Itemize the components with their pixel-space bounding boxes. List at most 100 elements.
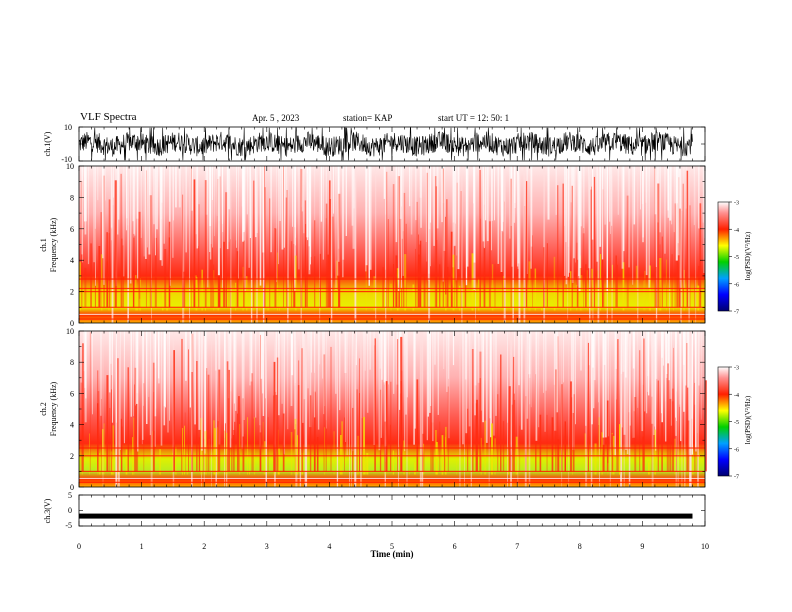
spectrum-streak bbox=[356, 435, 359, 475]
spectrum-streak bbox=[274, 391, 277, 472]
spectrum-streak bbox=[628, 331, 631, 487]
spectrum-streak bbox=[665, 259, 667, 311]
spectrum-streak bbox=[326, 331, 327, 429]
spectrum-streak bbox=[353, 166, 355, 209]
spectrum-streak bbox=[477, 331, 480, 383]
spectrum-streak bbox=[354, 331, 355, 487]
spectrum-streak bbox=[545, 331, 547, 391]
spectrum-streak bbox=[681, 331, 683, 487]
x-tick-label: 9 bbox=[640, 542, 644, 551]
spectrum-streak bbox=[102, 429, 104, 475]
spectrum-streak bbox=[562, 183, 564, 308]
spectrum-streak bbox=[329, 166, 332, 199]
spectrum-streak bbox=[114, 180, 117, 308]
spectrum-streak bbox=[294, 331, 296, 430]
spectrum-streak bbox=[561, 384, 563, 472]
spectrum-streak bbox=[426, 166, 428, 262]
spectrum-streak bbox=[620, 331, 623, 487]
spectrum-streak bbox=[497, 166, 500, 264]
spectrum-streak bbox=[173, 166, 174, 221]
spectrum-streak bbox=[490, 331, 492, 438]
ch2-spectrogram-ylabel-1: ch.2 bbox=[39, 402, 48, 416]
spectrum-streak bbox=[118, 331, 120, 487]
spectrum-streak bbox=[133, 417, 135, 475]
spectrum-streak bbox=[314, 220, 316, 308]
spectrum-streak bbox=[637, 331, 639, 408]
spectrum-streak bbox=[705, 380, 707, 472]
spectrum-streak bbox=[435, 430, 437, 475]
spectrum-streak bbox=[90, 243, 92, 308]
spectrum-streak bbox=[241, 331, 244, 449]
spectrum-streak bbox=[596, 166, 599, 262]
spectrum-streak bbox=[110, 331, 112, 364]
ch1-colorbar bbox=[717, 201, 730, 312]
spectrum-streak bbox=[661, 236, 663, 308]
spectrum-streak bbox=[570, 381, 572, 472]
spectrum-streak bbox=[117, 358, 119, 472]
spectrum-streak bbox=[287, 166, 289, 323]
spectrum-streak bbox=[324, 427, 325, 475]
spectrum-streak bbox=[206, 331, 208, 372]
spectrum-streak bbox=[181, 338, 183, 472]
spectrum-streak bbox=[674, 203, 676, 308]
ch2-spectrogram-image bbox=[79, 331, 705, 487]
spectrum-streak bbox=[568, 331, 570, 487]
spectrum-streak bbox=[591, 166, 593, 323]
spectrum-streak bbox=[401, 166, 403, 239]
spectrum-streak bbox=[388, 331, 389, 385]
spectrum-streak bbox=[637, 166, 639, 323]
spectrum-streak bbox=[651, 331, 654, 424]
spectrum-streak bbox=[278, 331, 280, 416]
spectrum-streak bbox=[642, 436, 644, 472]
spectrum-streak bbox=[428, 166, 431, 323]
spectrum-streak bbox=[678, 208, 681, 308]
spectrum-streak bbox=[597, 166, 599, 323]
freq-tick-label: 0 bbox=[70, 319, 74, 328]
spectrum-streak bbox=[185, 331, 187, 381]
spectrum-streak bbox=[319, 331, 321, 365]
spectrum-streak bbox=[396, 268, 399, 311]
ch2-spectrogram-ylabel-2: Frequency (kHz) bbox=[49, 381, 58, 436]
spectrum-streak bbox=[384, 331, 385, 385]
spectrum-streak bbox=[95, 166, 96, 286]
spectrum-streak bbox=[623, 166, 625, 252]
spectrum-streak bbox=[688, 331, 690, 455]
spectrum-streak bbox=[528, 331, 531, 375]
spectrum-streak bbox=[565, 166, 568, 285]
spectrum-streak bbox=[352, 331, 354, 452]
spectrum-streak bbox=[325, 203, 328, 308]
spectrum-streak bbox=[605, 294, 608, 311]
spectrum-streak bbox=[313, 391, 316, 472]
spectrum-streak bbox=[198, 246, 199, 308]
spectrum-streak bbox=[354, 166, 357, 323]
spectrum-streak bbox=[352, 407, 354, 472]
spectrum-streak bbox=[518, 331, 520, 386]
spectrum-streak bbox=[154, 237, 157, 308]
spectrum-streak bbox=[363, 331, 365, 450]
spectrum-streak bbox=[125, 449, 128, 475]
spectrum-streak bbox=[369, 331, 371, 370]
spectrum-streak bbox=[366, 331, 369, 413]
spectrum-streak bbox=[265, 331, 267, 487]
spectrum-streak bbox=[278, 166, 279, 265]
spectrum-streak bbox=[269, 198, 271, 308]
spectrum-streak bbox=[459, 331, 461, 487]
spectrum-streak bbox=[133, 237, 135, 308]
spectrum-streak bbox=[84, 267, 87, 308]
spectrum-streak bbox=[382, 267, 384, 308]
spectrum-streak bbox=[102, 331, 104, 487]
spectrum-streak bbox=[309, 166, 310, 271]
spectrum-streak bbox=[237, 413, 238, 472]
spectrum-streak bbox=[427, 331, 429, 417]
spectrum-streak bbox=[475, 166, 476, 323]
spectrum-streak bbox=[459, 285, 461, 311]
spectrum-streak bbox=[385, 166, 386, 215]
spectrum-streak bbox=[285, 166, 288, 198]
spectrum-streak bbox=[507, 331, 508, 487]
spectrum-streak bbox=[400, 336, 403, 472]
x-tick-label: 7 bbox=[515, 542, 519, 551]
spectrum-streak bbox=[667, 331, 670, 381]
spectrum-streak bbox=[669, 398, 672, 472]
spectrum-band bbox=[79, 306, 705, 308]
spectrum-streak bbox=[655, 267, 657, 308]
